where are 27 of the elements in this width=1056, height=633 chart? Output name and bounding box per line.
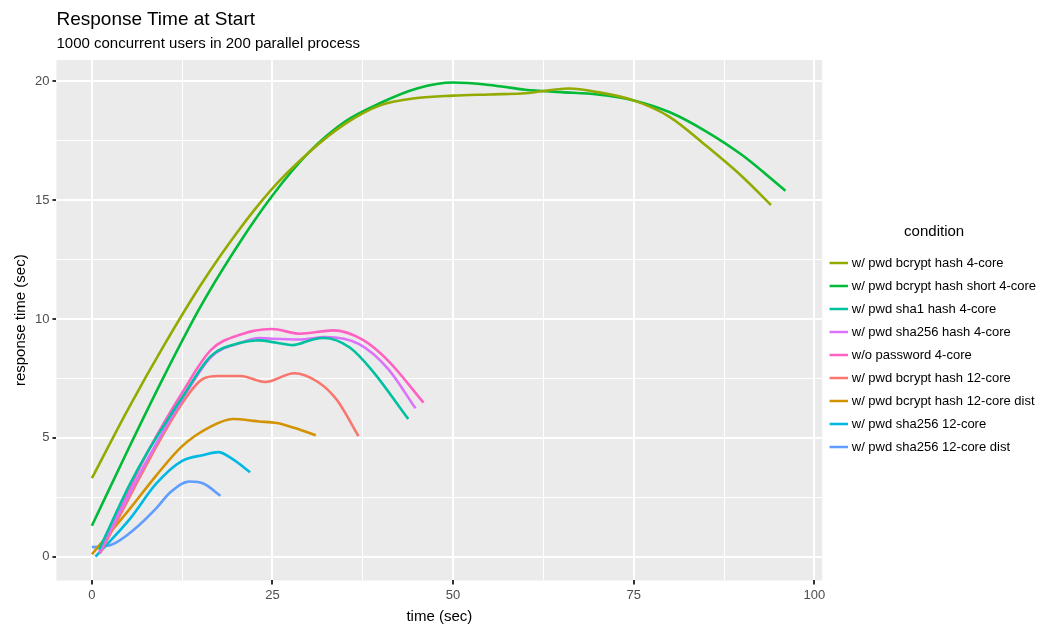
x-tick-label: 75 — [626, 586, 641, 602]
legend-label: w/ pwd bcrypt hash 4-core — [850, 254, 1004, 270]
y-tick-label: 0 — [42, 548, 50, 564]
legend-label: w/ pwd sha256 hash 4-core — [850, 323, 1011, 339]
legend-label: w/ pwd sha256 12-core dist — [850, 438, 1011, 454]
line-series — [90, 417, 318, 556]
y-tick-label: 15 — [34, 191, 50, 207]
legend-label: w/o password 4-core — [850, 346, 972, 362]
line-series — [90, 480, 222, 549]
legend-title: condition — [904, 222, 965, 240]
line-series — [94, 450, 252, 558]
x-tick-label: 50 — [445, 586, 461, 602]
legend-label: w/ pwd bcrypt hash 12-core dist — [850, 392, 1035, 408]
legend-label: w/ pwd bcrypt hash short 4-core — [850, 277, 1036, 293]
x-tick-label: 0 — [88, 586, 96, 602]
y-axis-title: response time (sec) — [11, 254, 29, 387]
x-tick-label: 25 — [265, 586, 280, 602]
y-tick-label: 10 — [34, 310, 50, 326]
legend-label: w/ pwd sha1 hash 4-core — [850, 300, 997, 316]
legend-label: w/ pwd bcrypt hash 12-core — [850, 369, 1011, 385]
legend-label: w/ pwd sha256 12-core — [850, 415, 987, 431]
y-tick-label: 5 — [42, 429, 50, 445]
x-tick-label: 100 — [803, 586, 826, 602]
chart-title: Response Time at Start — [56, 8, 256, 29]
chart-subtitle: 1000 concurrent users in 200 parallel process — [56, 34, 360, 51]
x-axis-title: time (sec) — [406, 607, 473, 625]
y-tick-label: 20 — [34, 72, 50, 88]
